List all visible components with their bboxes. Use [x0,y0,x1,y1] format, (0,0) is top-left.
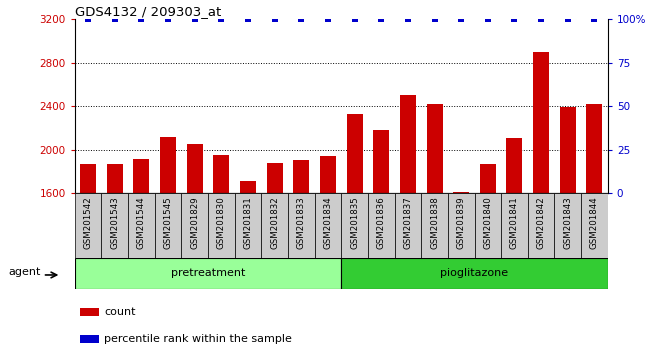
Bar [586,104,603,193]
Text: percentile rank within the sample: percentile rank within the sample [104,334,292,344]
Text: GSM201836: GSM201836 [377,196,385,249]
Bar [528,193,554,258]
Point [190,17,200,22]
Text: GSM201844: GSM201844 [590,196,599,249]
Bar [341,258,608,289]
Text: GSM201842: GSM201842 [537,196,545,249]
Point [162,17,173,22]
Text: GSM201543: GSM201543 [111,196,119,249]
Text: GSM201829: GSM201829 [190,196,199,249]
Bar [448,193,474,258]
Point [296,17,307,22]
Text: GSM201542: GSM201542 [84,196,92,249]
Bar [453,192,469,193]
Point [243,17,254,22]
Text: GSM201839: GSM201839 [457,196,465,249]
Bar [501,193,528,258]
Text: GSM201838: GSM201838 [430,196,439,249]
Bar [75,193,101,258]
Text: GSM201833: GSM201833 [297,196,306,249]
Bar [155,193,181,258]
Bar [395,193,421,258]
Bar [160,137,176,193]
Point [216,17,226,22]
Text: pioglitazone: pioglitazone [441,268,508,279]
Bar [474,193,501,258]
Text: GSM201841: GSM201841 [510,196,519,249]
Bar [315,193,341,258]
Bar [128,193,155,258]
Text: GSM201835: GSM201835 [350,196,359,249]
Text: agent: agent [8,267,41,277]
Bar [240,181,256,193]
Text: GSM201832: GSM201832 [270,196,279,249]
Text: GSM201544: GSM201544 [137,196,146,249]
Text: GDS4132 / 209303_at: GDS4132 / 209303_at [75,5,221,18]
Bar [261,193,288,258]
Text: GSM201831: GSM201831 [244,196,252,249]
Bar [554,193,581,258]
Bar [181,193,208,258]
Bar [80,336,99,343]
Bar [80,164,96,193]
Point [402,17,413,22]
Point [350,17,360,22]
Bar [187,144,203,193]
Text: GSM201840: GSM201840 [484,196,492,249]
Bar [560,107,576,193]
Bar [235,193,261,258]
Bar [421,193,448,258]
Text: GSM201843: GSM201843 [564,196,572,249]
Bar [320,156,336,193]
Bar [266,162,283,193]
Text: GSM201834: GSM201834 [324,196,332,249]
Bar [213,155,229,193]
Point [590,17,600,22]
Bar [107,164,123,193]
Text: GSM201545: GSM201545 [164,196,172,249]
Bar [581,193,608,258]
Bar [75,258,341,289]
Point [456,17,467,22]
Point [536,17,546,22]
Bar [373,130,389,193]
Bar [208,193,235,258]
Point [563,17,573,22]
Bar [426,104,443,193]
Bar [341,193,368,258]
Text: GSM201837: GSM201837 [404,196,412,249]
Point [269,17,280,22]
Bar [101,193,128,258]
Text: pretreatment: pretreatment [171,268,245,279]
Bar [400,95,416,193]
Point [83,17,94,22]
Bar [506,138,523,193]
Bar [480,164,496,193]
Point [482,17,493,22]
Bar [368,193,395,258]
Point [136,17,147,22]
Text: GSM201830: GSM201830 [217,196,226,249]
Bar [533,52,549,193]
Text: count: count [104,307,136,317]
Point [323,17,333,22]
Point [510,17,520,22]
Point [109,17,120,22]
Bar [288,193,315,258]
Point [430,17,440,22]
Bar [346,114,363,193]
Bar [80,308,99,316]
Bar [133,159,150,193]
Bar [293,160,309,193]
Point [376,17,386,22]
